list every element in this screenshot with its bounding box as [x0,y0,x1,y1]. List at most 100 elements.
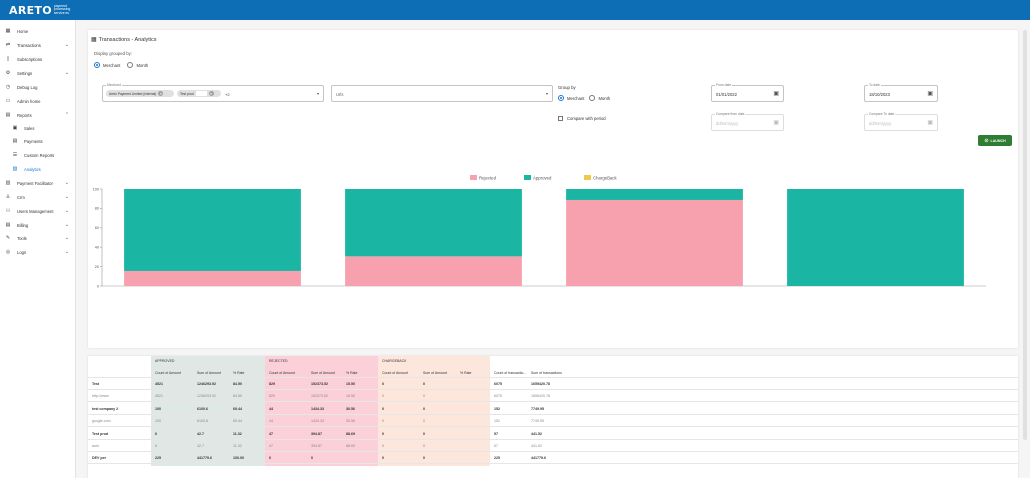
calendar-icon[interactable]: ▣ [927,120,933,126]
sidebar-item-payment-facilitator[interactable]: ▥ Payment Facilitator ⌄ [0,177,76,189]
column-header[interactable]: Count of Amount [155,371,182,375]
column-header[interactable]: Sum of Amount [423,371,447,375]
chevron-up-icon[interactable]: ⌃ [64,112,69,118]
analytics-table-card: APPROVED REJECTED CHARGEBACK Count of Amoun… [88,356,1018,478]
column-header[interactable]: Sum of transactions [531,371,562,375]
compare-to-date-field[interactable]: Compare To date dd/mm/yyyy ▣ [864,112,938,131]
table-row[interactable]: aren 6 42.7 11.32 47 394.87 88.69 0 0 57 441.52 [88,440,1018,452]
table-cell: 6100.6 [197,406,208,411]
table-cell: 1655420.78 [531,394,550,399]
table-cell: 69.44 [233,406,242,411]
table-cell: 225 [155,456,161,461]
sidebar-item-label: Admin home [17,98,41,104]
table-cell: 1655420.78 [531,382,550,386]
sidebar-item-home[interactable]: ▦ Home [0,25,76,37]
facilitator-icon: ▥ [5,180,11,186]
table-row[interactable]: test company 2 100 6100.6 69.44 44 1434.33 30.… [88,403,1018,415]
sidebar-item-crm[interactable]: ♙ Crm ⌄ [0,191,76,203]
table-cell: 44 [269,419,273,424]
table-row[interactable]: Test prod 6 42.7 11.32 47 394.87 88.69 0 0 57 441.… [88,428,1018,440]
from-date-field[interactable]: From date 01/01/2022 ▣ [711,83,784,102]
sidebar-item-reports[interactable]: ▤ Reports ⌃ [0,109,76,121]
sidebar-item-subscriptions[interactable]: ▯ Subscriptions [0,53,76,65]
legend-swatch [470,175,477,180]
bar-segment-approved[interactable] [787,189,964,286]
calendar-icon[interactable]: ▣ [773,91,779,97]
compare-from-date-field[interactable]: Compare from date dd/mm/yyyy ▣ [711,112,784,131]
table-row[interactable]: http://www 4521 1246293.92 84.50 829 152373.5… [88,390,1018,403]
urls-select[interactable]: Urls ▾ [331,85,553,102]
merchant-chip[interactable]: Areto Payment Limited (internal) ✕ [106,90,174,97]
chevron-down-icon[interactable]: ⌄ [64,180,69,186]
legend-label: ChargeBack [593,176,617,181]
table-cell: 0 [382,431,384,436]
column-header[interactable]: Count of Amount [269,371,296,375]
dropdown-arrow-icon: ▾ [545,91,548,96]
sidebar-item-debug-log[interactable]: ◷ Debug Log [0,81,76,93]
chip-remove-icon[interactable]: ✕ [158,91,164,96]
bar-segment-approved[interactable] [566,188,743,200]
column-header[interactable]: Sum of Amount [311,371,335,375]
chevron-down-icon[interactable]: ⌄ [64,208,69,214]
merchant-select[interactable]: Merchant Areto Payment Limited (internal… [102,83,324,102]
chevron-down-icon[interactable]: ⌄ [64,42,69,48]
table-cell: 7749.95 [531,419,544,424]
compare-with-period-checkbox[interactable]: Compare with period [558,116,606,121]
calendar-icon[interactable]: ▣ [927,91,933,97]
group-by-radio-month[interactable]: Month [589,95,610,101]
sidebar-item-label: Payments [24,138,43,144]
chevron-down-icon[interactable]: ⌄ [64,194,69,200]
display-radio-merchant[interactable]: Merchant [94,62,120,68]
chevron-down-icon[interactable]: ⌄ [64,235,69,241]
sidebar-item-sales[interactable]: ▣ Sales [0,122,76,134]
column-header[interactable]: % Rate [233,371,245,375]
table-row[interactable]: DEV per 225 441779.6 100.00 0 0 0 0 225 441779.6 [88,452,1018,465]
display-radio-month[interactable]: Month [127,62,148,68]
bar-segment-approved[interactable] [124,189,301,271]
table-row[interactable]: google.com 100 6100.6 69.44 44 1434.33 30.56 0 0… [88,415,1018,428]
page-scrollbar[interactable] [1023,30,1027,440]
sidebar-item-logs[interactable]: ◎ Logs ⌄ [0,246,76,258]
legend-entry[interactable]: Rejected [470,175,497,181]
chevron-down-icon[interactable]: ⌄ [64,222,69,228]
column-header[interactable]: Count of transactio... [494,371,527,375]
column-header[interactable]: Count of Amount [382,371,409,375]
legend-entry[interactable]: Approved [524,175,552,181]
table-cell: 69.44 [233,419,242,424]
y-tick-label: 100 [93,187,99,191]
column-header[interactable]: Sum of Amount [197,371,221,375]
chevron-down-icon[interactable]: ⌄ [64,249,69,255]
sidebar-item-payments[interactable]: ▤ Payments [0,135,76,147]
bar-segment-rejected[interactable] [124,270,301,286]
y-tick-label: 20 [95,265,99,269]
sidebar-item-admin-home[interactable]: ▭ Admin home [0,95,76,107]
chip-remove-icon[interactable]: ✕ [208,91,214,96]
calendar-icon[interactable]: ▣ [773,120,779,126]
table-cell: 829 [269,382,275,386]
sidebar-item-label: Home [17,28,29,34]
sidebar-item-billing[interactable]: ▤ Billing ⌄ [0,219,76,231]
sidebar-item-settings[interactable]: ⚙ Settings ⌄ [0,67,76,79]
bar-segment-rejected[interactable] [566,199,743,286]
bar-segment-approved[interactable] [345,189,522,257]
bar-segment-rejected[interactable] [345,256,522,286]
sidebar-item-transactions[interactable]: ⇄ Transactions ⌄ [0,39,76,51]
merchant-chip[interactable]: Test prod ✕ [177,90,221,97]
subscriptions-icon: ▯ [6,56,10,62]
launch-button[interactable]: ⊙ LAUNCH [978,135,1012,146]
sidebar-item-label: Crm [17,194,25,200]
to-date-field[interactable]: To date 18/10/2023 ▣ [864,83,938,102]
legend-entry[interactable]: ChargeBack [584,175,617,181]
chevron-down-icon[interactable]: ⌄ [64,70,69,76]
sidebar-item-tools[interactable]: ✎ Tools ⌄ [0,232,76,244]
sidebar-item-label: Settings [17,70,33,76]
areto-logo[interactable]: ARETO payment processing service.eu [9,3,70,17]
group-by-radio-merchant[interactable]: Merchant [558,95,584,101]
sidebar-item-custom-reports[interactable]: ☰ Custom Reports [0,149,76,161]
sidebar-item-analytics[interactable]: ▧ Analytics [0,163,76,175]
table-row[interactable]: Test 4521 1246293.92 84.50 829 152373.52 15.50… [88,378,1018,390]
table-cell: 152 [494,419,500,424]
column-header[interactable]: % Rate [346,371,358,375]
column-header[interactable]: % Rate [460,371,472,375]
sidebar-item-users-management[interactable]: ⚇ Users Management ⌄ [0,205,76,217]
